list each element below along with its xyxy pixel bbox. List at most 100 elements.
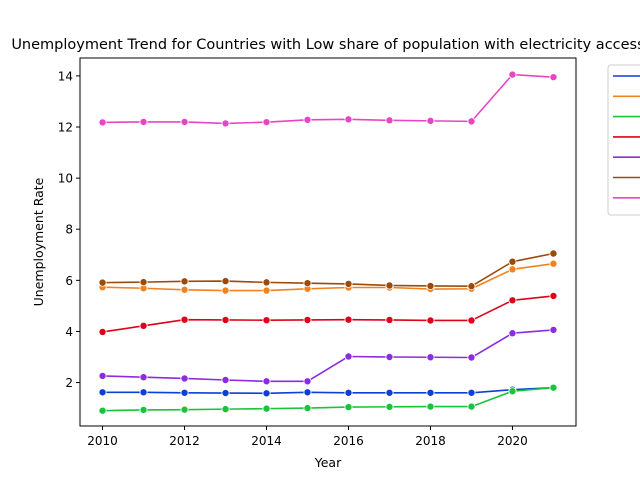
- series-4-point: [180, 315, 189, 324]
- series-3-point: [549, 383, 558, 392]
- series-1-point: [221, 389, 230, 398]
- series-7-point: [139, 117, 148, 126]
- series-6-point: [508, 257, 517, 266]
- series-1-point: [303, 388, 312, 397]
- series-3-point: [303, 404, 312, 413]
- series-5-point: [508, 329, 517, 338]
- series-1-point: [180, 388, 189, 397]
- series-6-point: [139, 278, 148, 287]
- series-2-point: [180, 285, 189, 294]
- series-5-point: [385, 352, 394, 361]
- series-3-point: [508, 387, 517, 396]
- legend: [607, 64, 640, 216]
- series-3-point: [426, 402, 435, 411]
- series-5-point: [98, 371, 107, 380]
- x-tick-label: 2020: [497, 434, 528, 448]
- series-line-5: [102, 329, 554, 383]
- series-2-point: [549, 259, 558, 268]
- legend-box: [607, 64, 640, 216]
- plot-area-frame: [79, 57, 577, 427]
- x-tick-label: 2016: [333, 434, 364, 448]
- series-7-point: [262, 118, 271, 127]
- series-4-point: [549, 291, 558, 300]
- series-5-point: [549, 325, 558, 334]
- series-3-point: [262, 404, 271, 413]
- series-4-point: [467, 316, 476, 325]
- series-4-point: [426, 316, 435, 325]
- series-6-point: [385, 281, 394, 290]
- series-5-point: [344, 352, 353, 361]
- series-7-point: [426, 116, 435, 125]
- plot-lines: [102, 73, 554, 412]
- series-6-point: [221, 277, 230, 286]
- series-3-point: [221, 405, 230, 414]
- x-axis-title: Year: [314, 455, 342, 470]
- series-4-point: [98, 327, 107, 336]
- series-7-point: [180, 117, 189, 126]
- x-tick-label: 2018: [415, 434, 446, 448]
- series-line-3: [102, 386, 554, 412]
- series-3-point: [385, 402, 394, 411]
- series-7-point: [221, 119, 230, 128]
- series-4-point: [385, 315, 394, 324]
- y-axis-title: Unemployment Rate: [31, 177, 46, 306]
- series-5-point: [221, 375, 230, 384]
- series-3-point: [344, 403, 353, 412]
- series-line-7: [102, 73, 554, 125]
- series-4-point: [139, 321, 148, 330]
- series-1-point: [426, 388, 435, 397]
- series-4-point: [262, 316, 271, 325]
- series-3-point: [467, 402, 476, 411]
- series-5-point: [426, 353, 435, 362]
- series-1-point: [344, 388, 353, 397]
- series-4-point: [508, 296, 517, 305]
- series-6-point: [98, 278, 107, 287]
- series-7-point: [98, 118, 107, 127]
- series-3-point: [139, 405, 148, 414]
- series-7-point: [467, 117, 476, 126]
- x-tick-label: 2014: [251, 434, 282, 448]
- series-6-point: [344, 279, 353, 288]
- series-1-point: [262, 389, 271, 398]
- series-4-point: [344, 315, 353, 324]
- series-1-point: [385, 388, 394, 397]
- series-6-point: [303, 279, 312, 288]
- series-1-point: [98, 388, 107, 397]
- series-1-point: [467, 388, 476, 397]
- series-line-2: [102, 262, 554, 292]
- legend-entries: [613, 75, 640, 199]
- plot-markers: [98, 70, 558, 415]
- series-1-point: [139, 388, 148, 397]
- series-5-point: [139, 373, 148, 382]
- chart-title: Unemployment Trend for Countries with Lo…: [11, 37, 640, 53]
- series-6-point: [549, 249, 558, 258]
- series-7-point: [303, 115, 312, 124]
- series-5-point: [180, 374, 189, 383]
- y-tick-label: 12: [58, 121, 73, 135]
- y-tick-label: 14: [58, 69, 73, 83]
- y-tick-label: 10: [58, 172, 73, 186]
- y-tick-label: 6: [65, 274, 73, 288]
- series-5-point: [303, 377, 312, 386]
- series-3-point: [98, 406, 107, 415]
- series-2-point: [262, 286, 271, 295]
- x-tick-label: 2012: [169, 434, 200, 448]
- series-7-point: [549, 73, 558, 82]
- series-6-point: [467, 282, 476, 291]
- series-5-point: [467, 353, 476, 362]
- series-2-point: [508, 265, 517, 274]
- series-line-6: [102, 252, 554, 288]
- series-line-4: [102, 295, 554, 333]
- series-7-point: [508, 70, 517, 79]
- series-4-point: [221, 315, 230, 324]
- series-7-point: [344, 115, 353, 124]
- series-6-point: [262, 278, 271, 287]
- series-2-point: [221, 286, 230, 295]
- series-7-point: [385, 116, 394, 125]
- y-axis: 2 4 6 8 10 12 14: [58, 69, 80, 390]
- x-axis: 2010 2012 2014 2016 2018 2020: [87, 426, 528, 448]
- y-tick-label: 8: [65, 223, 73, 237]
- series-6-point: [426, 281, 435, 290]
